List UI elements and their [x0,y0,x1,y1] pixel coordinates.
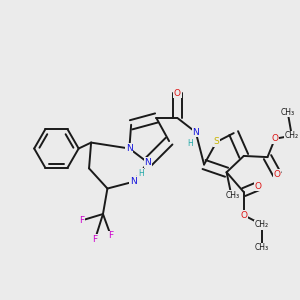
Text: O: O [174,88,181,98]
Text: O: O [274,170,280,179]
Text: H: H [188,139,193,148]
Text: CH₃: CH₃ [255,243,269,252]
Text: N: N [126,144,133,153]
Text: F: F [108,232,113,241]
Text: O: O [272,134,278,143]
Text: CH₃: CH₃ [226,190,240,200]
Text: CH₃: CH₃ [280,108,295,117]
Text: F: F [79,216,84,225]
Text: F: F [92,235,98,244]
Text: CH₂: CH₂ [285,131,299,140]
Text: H: H [138,169,144,178]
Text: N: N [144,158,151,167]
Text: N: N [192,128,199,137]
Text: O: O [254,182,262,191]
Text: O: O [240,211,247,220]
Text: S: S [214,137,219,146]
Text: CH₂: CH₂ [255,220,269,229]
Text: N: N [130,177,137,186]
